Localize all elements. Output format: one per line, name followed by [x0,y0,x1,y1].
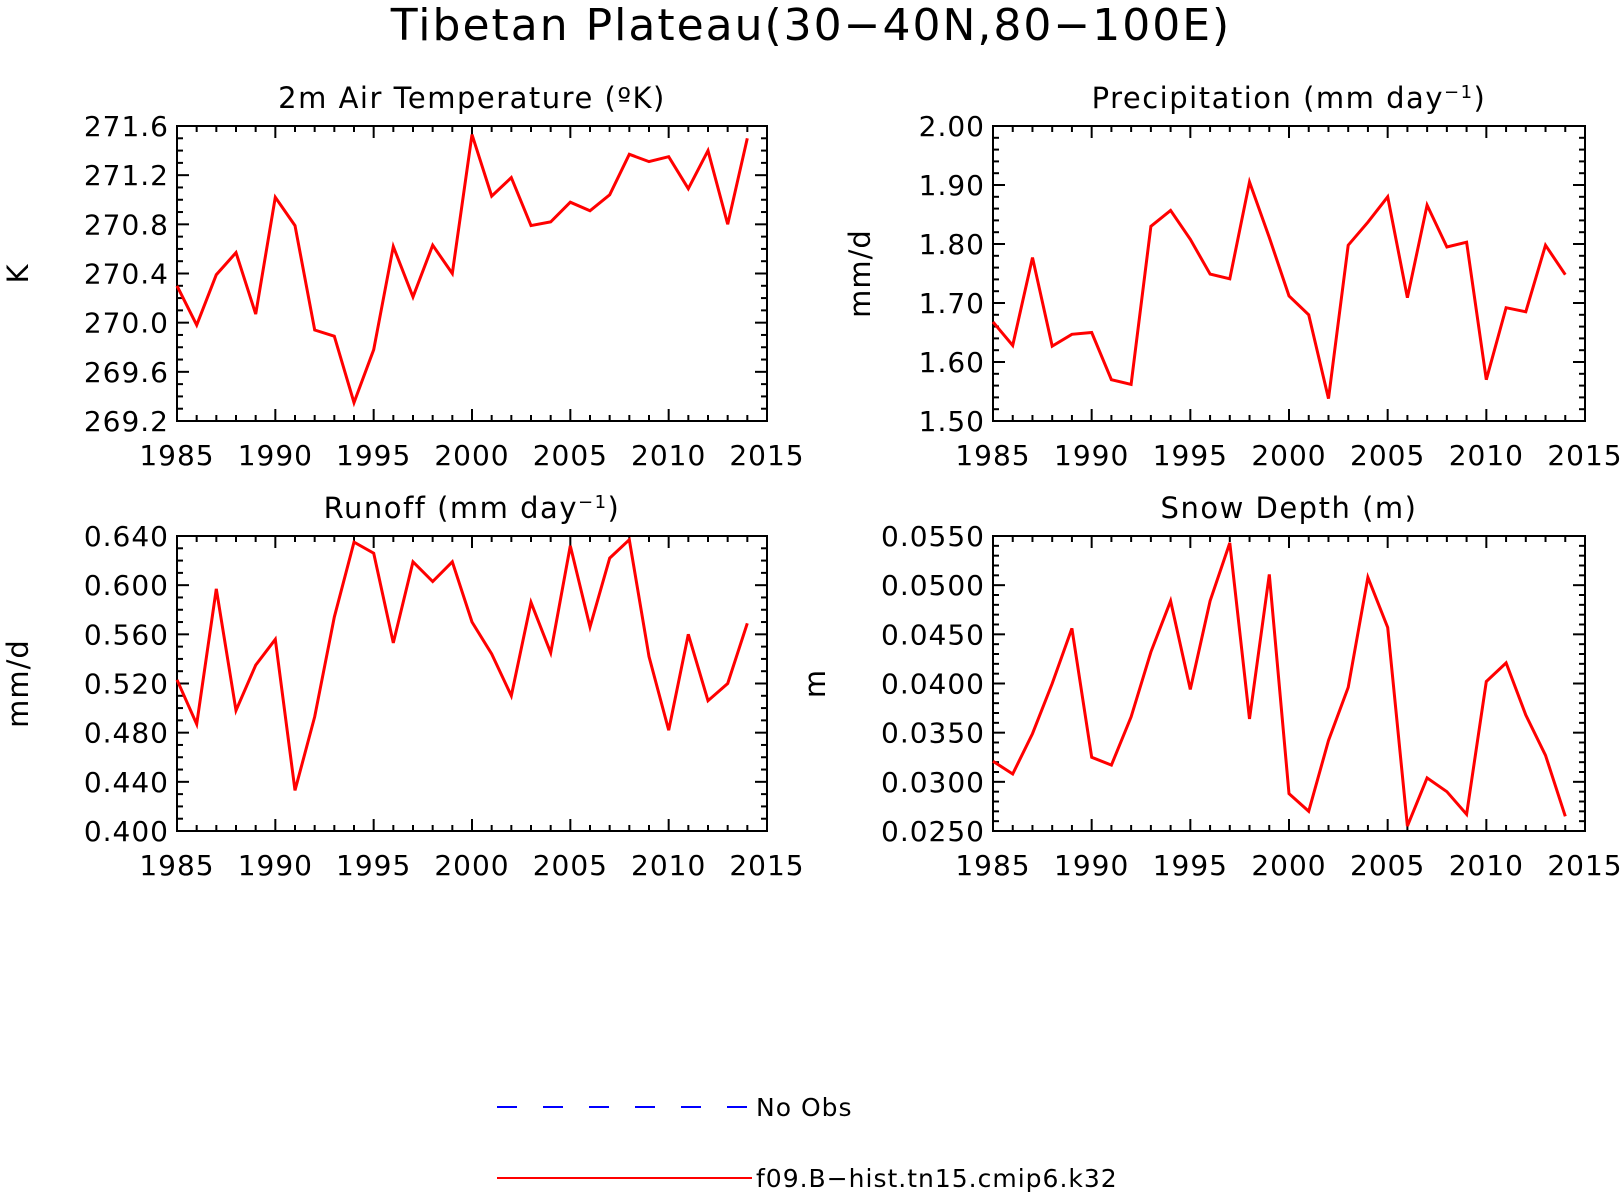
y-tick-label: 271.6 [84,110,169,143]
panel-title: 2m Air Temperature (ºK) [278,81,666,115]
x-tick-label: 2010 [631,849,706,882]
legend: No Obs f09.B−hist.tn15.cmip6.k32 [497,1093,1118,1193]
panel-title: Runoff (mm day−1) [324,491,621,525]
y-tick-label: 270.8 [84,208,169,241]
y-tick-label: 0.480 [84,717,169,750]
chart-panel-4: Snow Depth (m) m 1985 1990 1995 2000 2005 2010 2… [798,491,1622,882]
chart-panel-3: Runoff (mm day−1) mm/d 1985 1990 1995 2000 200… [1,491,804,882]
y-tick-label: 1.50 [919,405,985,438]
panel-title-part: Runoff (mm day [324,491,578,525]
y-tick-label: 270.0 [84,307,169,340]
y-tick-label: 0.0450 [881,618,985,651]
y-tick-label: 0.440 [84,766,169,799]
x-tick-label: 2000 [1251,439,1326,472]
panel-title: Snow Depth (m) [1161,491,1418,525]
y-tick-label: 0.640 [84,520,169,553]
series-line-1 [991,176,1567,399]
x-tick-label: 2005 [1350,849,1425,882]
x-tick-label: 1990 [1054,849,1129,882]
panel-title-part: Snow Depth (m) [1161,491,1418,525]
x-tick-label: 2015 [729,439,804,472]
x-tick-label: 2015 [729,849,804,882]
x-tick-label: 2005 [1350,439,1425,472]
y-axis-label: mm/d [843,229,877,318]
x-tick-label: 1985 [955,439,1030,472]
y-tick-label: 0.520 [84,668,169,701]
y-tick-label: 269.2 [84,405,169,438]
panel-title: Precipitation (mm day−1) [1092,81,1487,115]
x-tick-label: 1985 [139,439,214,472]
y-tick-label: 269.6 [84,356,169,389]
y-tick-label: 271.2 [84,159,169,192]
panel-title-part: Precipitation (mm day [1092,81,1444,115]
panel-title-part: ) [1474,81,1487,115]
x-tick-label: 1995 [1153,439,1228,472]
y-tick-label: 0.600 [84,569,169,602]
x-tick-label: 2000 [434,849,509,882]
y-tick-label: 0.0400 [881,668,985,701]
panel-title-part: 2m Air Temperature (ºK) [278,81,666,115]
x-tick-label: 2005 [533,849,608,882]
x-tick-label: 2010 [1449,849,1524,882]
x-tick-label: 2010 [631,439,706,472]
y-tick-label: 0.0550 [881,520,985,553]
y-tick-label: 270.4 [84,258,169,291]
x-tick-label: 2005 [533,439,608,472]
y-axis-label: m [798,669,832,698]
y-tick-label: 0.0350 [881,717,985,750]
chart-panel-2: Precipitation (mm day−1) mm/d 1985 1990 1995… [843,81,1622,472]
y-tick-label: 0.0250 [881,815,985,848]
x-tick-label: 1990 [238,439,313,472]
y-axis-label: mm/d [1,639,35,728]
x-tick-label: 2010 [1449,439,1524,472]
series-line-1 [175,536,749,791]
legend-label-no-obs: No Obs [756,1093,853,1122]
x-tick-label: 1995 [336,849,411,882]
x-tick-label: 1995 [336,439,411,472]
x-tick-label: 1990 [1054,439,1129,472]
y-tick-label: 2.00 [919,110,985,143]
panel-title-part: −1 [578,492,608,513]
y-tick-label: 0.400 [84,815,169,848]
x-tick-label: 1990 [238,849,313,882]
y-tick-label: 0.0300 [881,766,985,799]
y-tick-label: 1.90 [919,169,985,202]
x-tick-label: 1995 [1153,849,1228,882]
x-tick-label: 1985 [955,849,1030,882]
x-tick-label: 2000 [434,439,509,472]
x-tick-label: 2015 [1547,849,1622,882]
y-axis-label: K [1,263,35,283]
x-tick-label: 2015 [1547,439,1622,472]
x-tick-label: 1985 [139,849,214,882]
x-tick-label: 2000 [1251,849,1326,882]
legend-label-model: f09.B−hist.tn15.cmip6.k32 [756,1164,1118,1193]
y-tick-label: 0.0500 [881,569,985,602]
panel-title-part: ) [608,491,621,525]
y-tick-label: 0.560 [84,618,169,651]
plot-frame [992,125,1586,422]
series-line-1 [992,542,1567,827]
y-tick-label: 1.70 [919,287,985,320]
panel-title-part: −1 [1444,82,1474,103]
figure-title: Tibetan Plateau(30−40N,80−100E) [390,0,1231,51]
chart-panel-1: 2m Air Temperature (ºK) K 1985 1990 1995 2000… [1,81,804,472]
y-tick-label: 1.60 [919,346,985,379]
series-line-1 [175,134,749,408]
y-tick-label: 1.80 [919,228,985,261]
